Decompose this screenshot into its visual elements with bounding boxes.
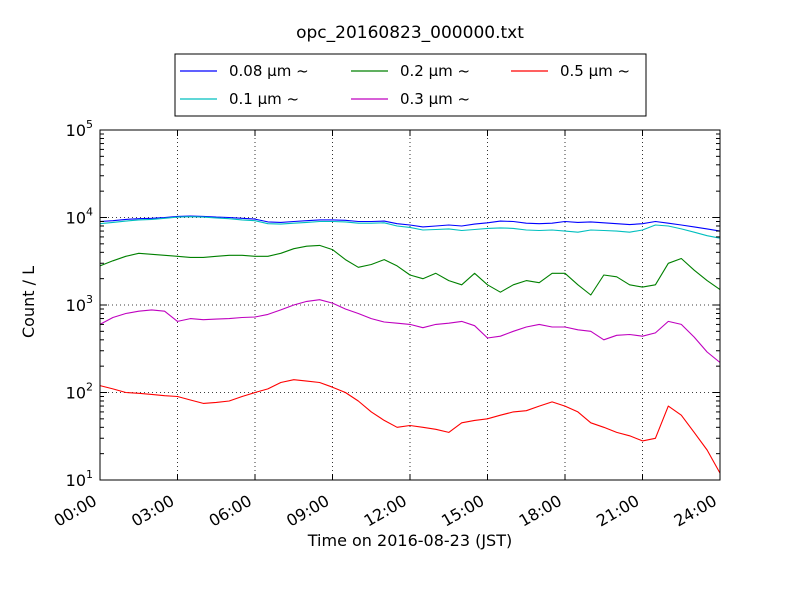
- legend-label: 0.1 μm ~: [229, 90, 299, 108]
- plot-series: [99, 215, 721, 474]
- legend: 0.08 μm ~ 0.1 μm ~ 0.2 μm ~ 0.3 μm ~ 0.5 μm …: [174, 53, 647, 117]
- legend-label: 0.08 μm ~: [229, 62, 309, 80]
- series-line: [99, 379, 721, 474]
- y-axis-label: Count / L: [19, 266, 38, 338]
- legend-box: [174, 53, 647, 117]
- y-tick-label: 102: [66, 381, 93, 403]
- legend-label: 0.3 μm ~: [400, 90, 470, 108]
- series-line: [99, 299, 721, 363]
- series-line: [99, 215, 721, 232]
- y-tick-label: 101: [66, 468, 93, 490]
- y-tick-label: 105: [66, 118, 93, 140]
- chart-title: opc_20160823_000000.txt: [296, 23, 524, 43]
- grid: [100, 130, 720, 480]
- y-tick-label: 103: [66, 293, 93, 315]
- y-tick-label: 104: [66, 206, 93, 228]
- legend-label: 0.5 μm ~: [560, 62, 630, 80]
- x-axis-label: Time on 2016-08-23 (JST): [307, 531, 512, 550]
- series-line: [99, 244, 721, 296]
- series-line: [99, 216, 721, 239]
- legend-label: 0.2 μm ~: [400, 62, 470, 80]
